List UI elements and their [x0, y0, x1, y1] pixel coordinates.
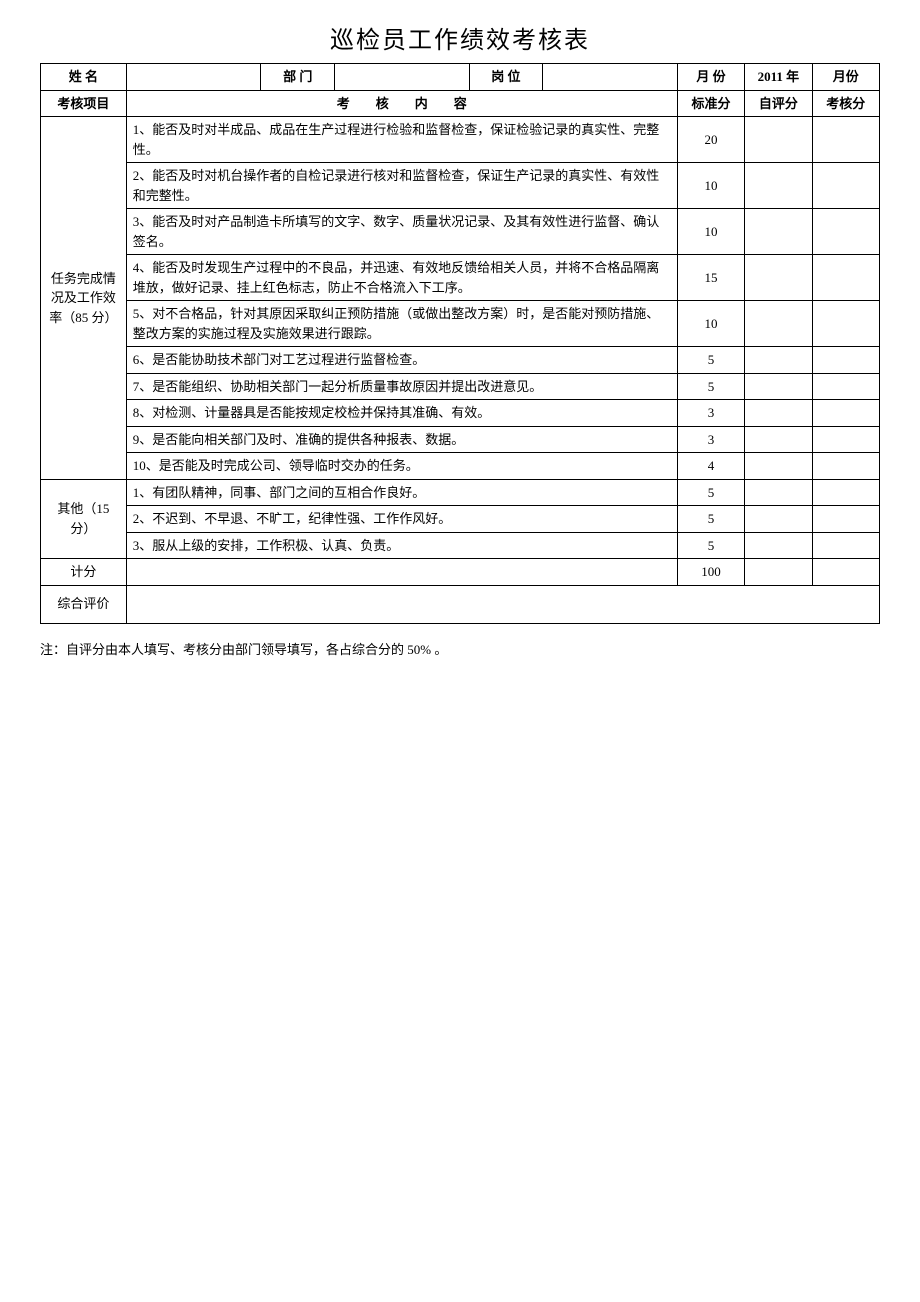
table-row: 6、是否能协助技术部门对工艺过程进行监督检查。 5: [41, 347, 880, 374]
assess-label: 考核分: [812, 90, 879, 117]
assess-score-cell: [812, 209, 879, 255]
item-text: 2、能否及时对机台操作者的自检记录进行核对和监督检查，保证生产记录的真实性、有效…: [126, 163, 677, 209]
assess-score-cell: [812, 479, 879, 506]
self-score-cell: [745, 400, 812, 427]
total-label: 计分: [41, 559, 127, 586]
year-label: 2011 年: [745, 64, 812, 91]
assess-score-cell: [812, 117, 879, 163]
total-row: 计分 100: [41, 559, 880, 586]
self-score-cell: [745, 255, 812, 301]
item-score: 5: [677, 373, 744, 400]
item-text: 9、是否能向相关部门及时、准确的提供各种报表、数据。: [126, 426, 677, 453]
assess-score-cell: [812, 255, 879, 301]
table-row: 7、是否能组织、协助相关部门一起分析质量事故原因并提出改进意见。 5: [41, 373, 880, 400]
self-score-cell: [745, 532, 812, 559]
item-text: 5、对不合格品，针对其原因采取纠正预防措施（或做出整改方案）时，是否能对预防措施…: [126, 301, 677, 347]
item-text: 4、能否及时发现生产过程中的不良品，并迅速、有效地反馈给相关人员，并将不合格品隔…: [126, 255, 677, 301]
assess-score-cell: [812, 453, 879, 480]
name-label: 姓 名: [41, 64, 127, 91]
item-text: 10、是否能及时完成公司、领导临时交办的任务。: [126, 453, 677, 480]
self-score-cell: [745, 347, 812, 374]
header-row: 姓 名 部 门 岗 位 月 份 2011 年 月份: [41, 64, 880, 91]
self-score-cell: [745, 163, 812, 209]
standard-label: 标准分: [677, 90, 744, 117]
assess-score-cell: [812, 301, 879, 347]
position-value: [543, 64, 678, 91]
item-text: 7、是否能组织、协助相关部门一起分析质量事故原因并提出改进意见。: [126, 373, 677, 400]
item-score: 5: [677, 532, 744, 559]
month-label: 月 份: [677, 64, 744, 91]
assess-total-cell: [812, 559, 879, 586]
table-row: 9、是否能向相关部门及时、准确的提供各种报表、数据。 3: [41, 426, 880, 453]
item-score: 10: [677, 163, 744, 209]
self-score-cell: [745, 301, 812, 347]
assess-score-cell: [812, 373, 879, 400]
eval-content: [126, 585, 879, 623]
item-score: 4: [677, 453, 744, 480]
item-score: 15: [677, 255, 744, 301]
total-content: [126, 559, 677, 586]
item-text: 3、能否及时对产品制造卡所填写的文字、数字、质量状况记录、及其有效性进行监督、确…: [126, 209, 677, 255]
item-score: 3: [677, 426, 744, 453]
table-row: 2、能否及时对机台操作者的自检记录进行核对和监督检查，保证生产记录的真实性、有效…: [41, 163, 880, 209]
table-row: 5、对不合格品，针对其原因采取纠正预防措施（或做出整改方案）时，是否能对预防措施…: [41, 301, 880, 347]
subheader-row: 考核项目 考 核 内 容 标准分 自评分 考核分: [41, 90, 880, 117]
table-row: 8、对检测、计量器具是否能按规定校检并保持其准确、有效。 3: [41, 400, 880, 427]
total-score: 100: [677, 559, 744, 586]
item-score: 3: [677, 400, 744, 427]
eval-row: 综合评价: [41, 585, 880, 623]
self-total-cell: [745, 559, 812, 586]
assessment-table: 姓 名 部 门 岗 位 月 份 2011 年 月份 考核项目 考 核 内 容 标…: [40, 63, 880, 624]
assess-score-cell: [812, 506, 879, 533]
self-score-cell: [745, 453, 812, 480]
item-text: 3、服从上级的安排，工作积极、认真、负责。: [126, 532, 677, 559]
item-text: 1、能否及时对半成品、成品在生产过程进行检验和监督检查，保证检验记录的真实性、完…: [126, 117, 677, 163]
self-score-cell: [745, 373, 812, 400]
position-label: 岗 位: [469, 64, 542, 91]
month-suffix: 月份: [812, 64, 879, 91]
table-row: 3、能否及时对产品制造卡所填写的文字、数字、质量状况记录、及其有效性进行监督、确…: [41, 209, 880, 255]
section1-label: 任务完成情况及工作效率（85 分）: [41, 117, 127, 480]
self-score-cell: [745, 117, 812, 163]
dept-label: 部 门: [261, 64, 334, 91]
item-score: 10: [677, 301, 744, 347]
table-row: 10、是否能及时完成公司、领导临时交办的任务。 4: [41, 453, 880, 480]
table-row: 任务完成情况及工作效率（85 分） 1、能否及时对半成品、成品在生产过程进行检验…: [41, 117, 880, 163]
section2-label: 其他（15 分）: [41, 479, 127, 559]
item-score: 10: [677, 209, 744, 255]
assess-score-cell: [812, 426, 879, 453]
item-text: 6、是否能协助技术部门对工艺过程进行监督检查。: [126, 347, 677, 374]
table-row: 2、不迟到、不早退、不旷工，纪律性强、工作作风好。 5: [41, 506, 880, 533]
name-value: [126, 64, 261, 91]
assess-score-cell: [812, 532, 879, 559]
page-title: 巡检员工作绩效考核表: [40, 20, 880, 55]
table-row: 4、能否及时发现生产过程中的不良品，并迅速、有效地反馈给相关人员，并将不合格品隔…: [41, 255, 880, 301]
assess-score-cell: [812, 163, 879, 209]
item-score: 5: [677, 506, 744, 533]
item-text: 8、对检测、计量器具是否能按规定校检并保持其准确、有效。: [126, 400, 677, 427]
self-score-cell: [745, 479, 812, 506]
self-score-cell: [745, 209, 812, 255]
item-score: 20: [677, 117, 744, 163]
content-label: 考 核 内 容: [126, 90, 677, 117]
item-score: 5: [677, 479, 744, 506]
self-score-cell: [745, 506, 812, 533]
item-text: 2、不迟到、不早退、不旷工，纪律性强、工作作风好。: [126, 506, 677, 533]
table-row: 其他（15 分） 1、有团队精神，同事、部门之间的互相合作良好。 5: [41, 479, 880, 506]
table-row: 3、服从上级的安排，工作积极、认真、负责。 5: [41, 532, 880, 559]
dept-value: [334, 64, 469, 91]
assess-score-cell: [812, 400, 879, 427]
item-score: 5: [677, 347, 744, 374]
eval-label: 综合评价: [41, 585, 127, 623]
assess-score-cell: [812, 347, 879, 374]
self-score-cell: [745, 426, 812, 453]
footer-note: 注：自评分由本人填写、考核分由部门领导填写，各占综合分的 50% 。: [40, 639, 880, 658]
self-label: 自评分: [745, 90, 812, 117]
item-text: 1、有团队精神，同事、部门之间的互相合作良好。: [126, 479, 677, 506]
item-label: 考核项目: [41, 90, 127, 117]
